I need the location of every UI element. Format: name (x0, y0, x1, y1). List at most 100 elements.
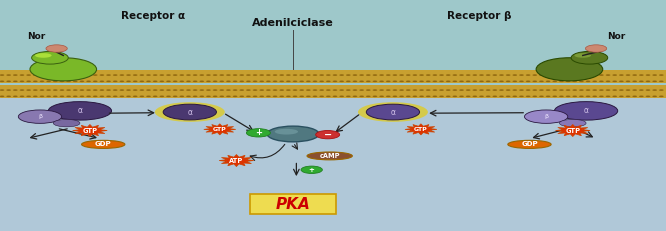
Circle shape (373, 80, 378, 82)
Circle shape (46, 45, 67, 52)
Circle shape (433, 74, 438, 76)
Circle shape (80, 96, 85, 97)
Ellipse shape (307, 152, 352, 160)
Circle shape (186, 89, 190, 91)
Circle shape (653, 80, 657, 82)
Circle shape (326, 96, 331, 97)
Circle shape (73, 80, 78, 82)
Circle shape (340, 89, 344, 91)
Circle shape (393, 96, 398, 97)
Text: GTP: GTP (414, 127, 428, 132)
Circle shape (593, 96, 597, 97)
Circle shape (100, 96, 105, 97)
Text: ATP: ATP (229, 158, 244, 164)
Circle shape (559, 89, 564, 91)
Text: Receptor α: Receptor α (121, 11, 185, 21)
Ellipse shape (19, 110, 62, 123)
Circle shape (586, 96, 591, 97)
Circle shape (127, 96, 131, 97)
Circle shape (40, 96, 45, 97)
Circle shape (186, 96, 190, 97)
Circle shape (493, 74, 498, 76)
Circle shape (526, 80, 531, 82)
Circle shape (180, 80, 184, 82)
Circle shape (553, 96, 557, 97)
Ellipse shape (53, 119, 80, 127)
Circle shape (160, 89, 165, 91)
Circle shape (506, 80, 511, 82)
Circle shape (426, 80, 431, 82)
Circle shape (7, 96, 11, 97)
Circle shape (186, 80, 190, 82)
Circle shape (466, 89, 471, 91)
Circle shape (433, 89, 438, 91)
Circle shape (300, 74, 304, 76)
Circle shape (253, 96, 258, 97)
Circle shape (346, 89, 351, 91)
Text: Nor: Nor (27, 32, 46, 41)
Text: GTP: GTP (83, 128, 97, 134)
Circle shape (553, 74, 557, 76)
Circle shape (519, 96, 524, 97)
Circle shape (7, 74, 11, 76)
Circle shape (380, 89, 384, 91)
Ellipse shape (358, 102, 428, 122)
Circle shape (460, 74, 464, 76)
Circle shape (73, 96, 78, 97)
Circle shape (526, 89, 531, 91)
Circle shape (553, 89, 557, 91)
Circle shape (200, 80, 204, 82)
Circle shape (20, 80, 25, 82)
Circle shape (113, 89, 118, 91)
Circle shape (153, 80, 158, 82)
Circle shape (466, 96, 471, 97)
Circle shape (306, 89, 311, 91)
Circle shape (67, 89, 71, 91)
Circle shape (480, 89, 484, 91)
Circle shape (320, 80, 324, 82)
Circle shape (27, 74, 31, 76)
Circle shape (413, 96, 418, 97)
Circle shape (226, 89, 231, 91)
Circle shape (220, 80, 224, 82)
Circle shape (206, 80, 210, 82)
Circle shape (353, 74, 358, 76)
Circle shape (13, 80, 18, 82)
Circle shape (93, 80, 98, 82)
Text: cAMP: cAMP (320, 153, 340, 159)
Circle shape (280, 80, 284, 82)
Circle shape (546, 89, 551, 91)
Text: GDP: GDP (95, 141, 111, 147)
Text: α: α (77, 106, 83, 115)
Circle shape (633, 80, 637, 82)
Circle shape (27, 89, 31, 91)
Circle shape (33, 80, 38, 82)
Circle shape (320, 96, 324, 97)
Circle shape (420, 96, 424, 97)
Circle shape (440, 80, 444, 82)
Circle shape (420, 89, 424, 91)
Circle shape (480, 80, 484, 82)
Circle shape (93, 89, 98, 91)
Circle shape (533, 80, 537, 82)
Circle shape (446, 74, 451, 76)
Circle shape (506, 96, 511, 97)
Circle shape (47, 80, 51, 82)
Circle shape (133, 74, 138, 76)
Circle shape (413, 89, 418, 91)
Circle shape (193, 96, 198, 97)
Text: +: + (255, 128, 262, 137)
Circle shape (539, 74, 544, 76)
Circle shape (226, 80, 231, 82)
Circle shape (133, 80, 138, 82)
Circle shape (606, 80, 611, 82)
Circle shape (53, 74, 58, 76)
Circle shape (213, 89, 218, 91)
Circle shape (400, 80, 404, 82)
Circle shape (586, 74, 591, 76)
Circle shape (153, 96, 158, 97)
Circle shape (60, 96, 65, 97)
Circle shape (60, 89, 65, 91)
Circle shape (579, 74, 584, 76)
Circle shape (113, 96, 118, 97)
